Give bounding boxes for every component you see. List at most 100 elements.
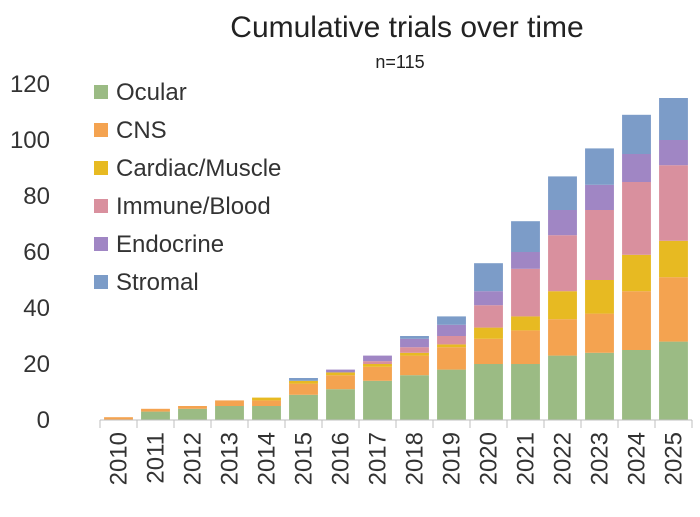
bar-cardiac-muscle-2016 (326, 372, 355, 376)
bar-endocrine-2022 (548, 210, 577, 236)
legend-swatch (94, 161, 108, 175)
legend-label: Immune/Blood (116, 193, 271, 220)
bar-cns-2018 (400, 355, 429, 376)
bar-ocular-2012 (178, 408, 207, 420)
bar-ocular-2025 (659, 341, 688, 420)
x-axis: 2010 2011 2012 2013 2014 2015 2016 2017 2018 2019… (99, 419, 693, 485)
bar-stromal-2023 (585, 148, 614, 185)
bar-cns-2022 (548, 319, 577, 356)
bar-cns-2017 (363, 366, 392, 381)
x-tick-label: 2013 (217, 432, 244, 485)
x-tick-label: 2010 (106, 432, 133, 485)
bar-cns-2025 (659, 277, 688, 342)
legend-swatch (94, 199, 108, 213)
legend-swatch (94, 85, 108, 99)
bar-immune-blood-2024 (622, 182, 651, 255)
bar-cardiac-muscle-2017 (363, 364, 392, 367)
chart-title: Cumulative trials over time (230, 11, 583, 44)
bar-endocrine-2016 (326, 369, 355, 373)
bar-endocrine-2020 (474, 291, 503, 306)
bar-cardiac-muscle-2022 (548, 291, 577, 320)
bar-ocular-2015 (289, 394, 318, 420)
bar-endocrine-2023 (585, 184, 614, 210)
bar-cns-2021 (511, 330, 540, 364)
bar-cns-2019 (437, 347, 466, 370)
bar-immune-blood-2021 (511, 268, 540, 317)
bar-cardiac-muscle-2014 (252, 397, 281, 401)
bar-ocular-2014 (252, 406, 281, 420)
bar-cardiac-muscle-2019 (437, 344, 466, 348)
y-axis: 0 20 40 60 80 100 120 (10, 71, 50, 434)
bar-ocular-2023 (585, 352, 614, 420)
legend-label: CNS (116, 117, 167, 144)
bar-cns-2015 (289, 383, 318, 395)
y-tick-label: 40 (23, 295, 50, 322)
chart-subtitle: n=115 (375, 52, 424, 72)
legend-label: Endocrine (116, 231, 224, 258)
x-tick-label: 2011 (143, 432, 170, 484)
bar-stromal-2022 (548, 176, 577, 210)
bar-ocular-2017 (363, 380, 392, 420)
bar-immune-blood-2017 (363, 361, 392, 364)
bar-ocular-2021 (511, 364, 540, 420)
y-tick-label: 20 (23, 351, 50, 378)
bar-cns-2024 (622, 291, 651, 350)
bar-ocular-2011 (141, 411, 170, 420)
y-tick-label: 0 (37, 407, 50, 434)
bar-endocrine-2021 (511, 252, 540, 269)
legend: Ocular CNS Cardiac/Muscle Immune/Blood Endoc… (94, 79, 281, 296)
bar-stromal-2025 (659, 98, 688, 140)
bars (104, 98, 688, 420)
bar-cns-2014 (252, 400, 281, 406)
bar-ocular-2024 (622, 350, 651, 420)
bar-endocrine-2025 (659, 140, 688, 166)
bar-ocular-2013 (215, 406, 244, 420)
bar-cns-2023 (585, 313, 614, 353)
legend-label: Ocular (116, 79, 187, 106)
bar-immune-blood-2022 (548, 235, 577, 292)
bar-ocular-2018 (400, 375, 429, 420)
bar-cardiac-muscle-2015 (289, 380, 318, 384)
x-tick-label: 2014 (254, 432, 281, 485)
bar-stromal-2021 (511, 221, 540, 252)
bar-cardiac-muscle-2020 (474, 327, 503, 339)
bar-ocular-2022 (548, 355, 577, 420)
legend-swatch (94, 123, 108, 137)
y-tick-label: 80 (23, 183, 50, 210)
x-tick-label: 2019 (439, 432, 466, 485)
bar-cardiac-muscle-2024 (622, 254, 651, 292)
bar-endocrine-2017 (363, 355, 392, 362)
bar-endocrine-2018 (400, 338, 429, 348)
bar-stromal-2024 (622, 114, 651, 154)
bar-endocrine-2024 (622, 154, 651, 182)
y-tick-label: 60 (23, 239, 50, 266)
y-tick-label: 100 (10, 127, 50, 154)
x-tick-label: 2025 (661, 432, 688, 485)
bar-ocular-2020 (474, 364, 503, 420)
bar-ocular-2016 (326, 389, 355, 420)
bar-stromal-2018 (400, 336, 429, 339)
x-tick-label: 2015 (291, 432, 318, 485)
x-tick-label: 2020 (476, 432, 503, 485)
bar-cns-2012 (178, 406, 207, 409)
bar-stromal-2019 (437, 316, 466, 325)
x-tick-label: 2012 (180, 432, 207, 485)
bar-immune-blood-2020 (474, 305, 503, 328)
x-tick-label: 2017 (365, 432, 392, 485)
bar-cardiac-muscle-2021 (511, 316, 540, 331)
legend-label: Stromal (116, 269, 199, 296)
bar-cns-2011 (141, 408, 170, 412)
bar-cardiac-muscle-2018 (400, 352, 429, 356)
bar-cns-2020 (474, 338, 503, 364)
x-tick-label: 2023 (587, 432, 614, 485)
bar-cns-2016 (326, 375, 355, 390)
bar-cns-2013 (215, 400, 244, 406)
bar-ocular-2019 (437, 369, 466, 420)
x-tick-label: 2022 (550, 432, 577, 485)
bar-stromal-2020 (474, 263, 503, 292)
x-tick-label: 2018 (402, 432, 429, 485)
legend-swatch (94, 237, 108, 251)
bar-immune-blood-2025 (659, 165, 688, 241)
